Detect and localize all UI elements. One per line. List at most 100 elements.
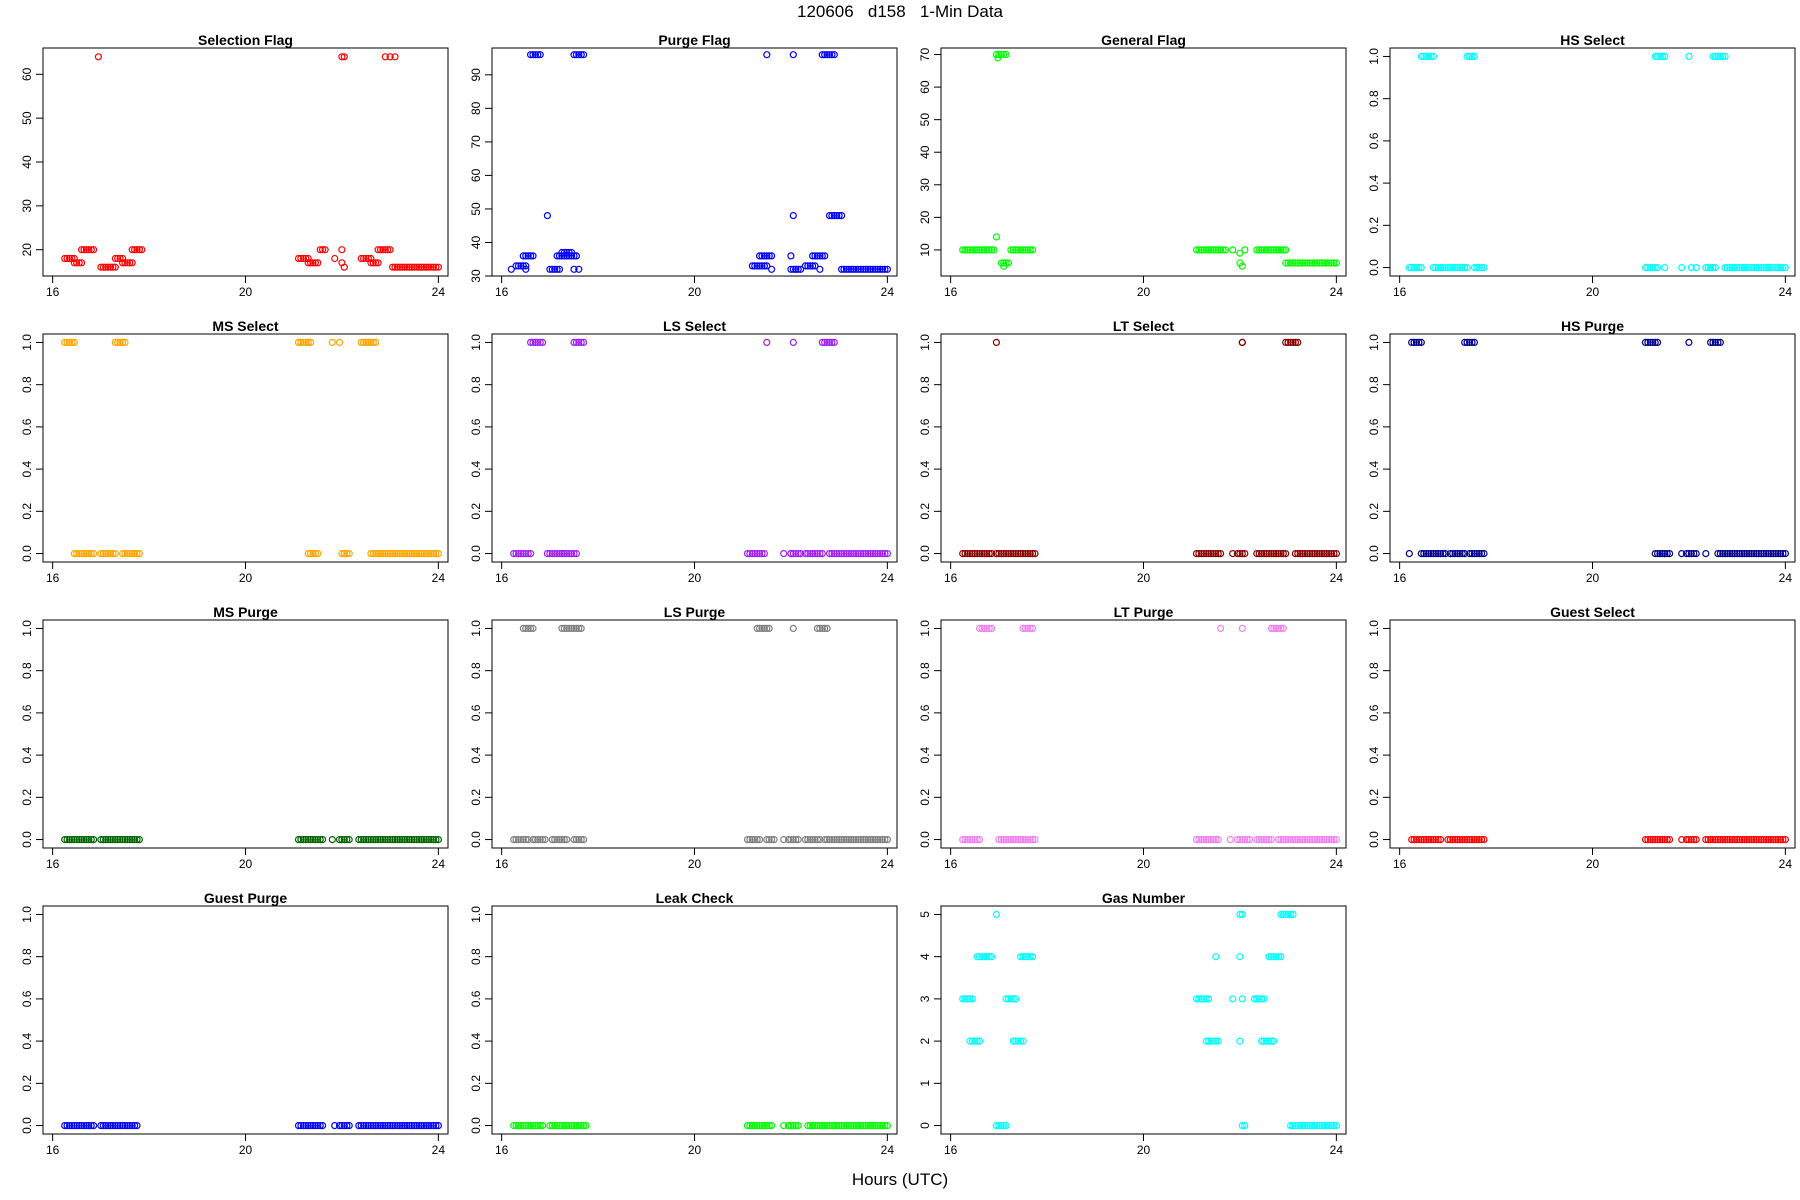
- data-point: [975, 549, 984, 558]
- data-point: [405, 835, 413, 844]
- data-point: [1714, 835, 1722, 844]
- data-point: [1012, 995, 1020, 1003]
- plot-frame: [1389, 619, 1796, 849]
- data-point: [857, 1121, 865, 1130]
- data-point: [1656, 549, 1664, 558]
- data-point: [1301, 549, 1309, 558]
- data-point: [1323, 835, 1331, 844]
- data-point: [1762, 264, 1770, 272]
- data-point: [302, 835, 310, 844]
- data-point: [553, 1121, 561, 1130]
- y-tick-label: 0.0: [20, 1117, 34, 1134]
- data-point: [811, 549, 819, 558]
- data-point: [792, 265, 800, 273]
- data-point: [85, 1121, 93, 1130]
- data-point: [99, 549, 107, 558]
- data-point: [391, 549, 399, 558]
- y-tick-label: 0.8: [469, 662, 483, 679]
- data-point: [510, 549, 518, 558]
- panel-title: Gas Number: [1102, 890, 1186, 906]
- data-point: [1762, 549, 1770, 558]
- data-point: [1434, 835, 1442, 844]
- data-point: [413, 263, 421, 271]
- data-point: [1747, 549, 1756, 558]
- data-point: [331, 1121, 339, 1130]
- data-point: [82, 549, 91, 558]
- data-point: [1735, 835, 1744, 844]
- data-point: [1241, 835, 1249, 844]
- data-point: [1260, 1037, 1268, 1045]
- data-point: [1453, 835, 1462, 844]
- data-point: [1682, 549, 1691, 558]
- data-point: [871, 549, 879, 558]
- data-point: [335, 338, 344, 346]
- data-point: [1649, 338, 1657, 346]
- y-tick-label: 0.0: [469, 1117, 483, 1134]
- data-point: [121, 338, 129, 346]
- data-point: [1653, 264, 1662, 272]
- data-point: [531, 835, 540, 844]
- data-point: [840, 1121, 848, 1130]
- data-point: [1449, 264, 1457, 272]
- data-point: [743, 835, 752, 844]
- data-point: [1262, 549, 1271, 558]
- data-point: [420, 263, 428, 271]
- data-point: [833, 549, 841, 558]
- data-point: [1289, 1121, 1297, 1130]
- data-point: [959, 549, 967, 558]
- data-point: [572, 252, 581, 260]
- data-point: [1262, 1037, 1271, 1045]
- x-tick-label: 20: [239, 571, 253, 585]
- data-point: [297, 1121, 305, 1130]
- data-point: [364, 338, 372, 346]
- data-point: [987, 549, 996, 558]
- data-point: [526, 624, 535, 633]
- data-point: [1410, 338, 1418, 346]
- y-tick-label: 0.4: [469, 1032, 483, 1049]
- data-point: [422, 263, 430, 271]
- data-point: [787, 1121, 795, 1130]
- data-point: [538, 1121, 547, 1130]
- data-point: [1212, 835, 1220, 844]
- data-point: [808, 262, 817, 270]
- data-point: [360, 254, 368, 263]
- data-point: [1323, 1121, 1331, 1130]
- data-point: [340, 263, 348, 271]
- data-point: [579, 835, 588, 844]
- data-point: [818, 1121, 826, 1130]
- data-point: [1016, 549, 1025, 558]
- data-point: [971, 549, 979, 558]
- data-point: [369, 1121, 377, 1130]
- data-point: [980, 549, 989, 558]
- data-point: [983, 624, 991, 633]
- data-point: [126, 259, 134, 267]
- data-point: [876, 549, 884, 558]
- data-point: [959, 835, 967, 844]
- data-point: [338, 549, 346, 558]
- data-point: [118, 1121, 127, 1130]
- data-point: [1408, 264, 1416, 272]
- data-point: [760, 262, 769, 270]
- y-tick-label: 1.0: [918, 334, 932, 351]
- data-point: [1427, 52, 1435, 61]
- data-point: [963, 549, 972, 558]
- data-point: [978, 953, 986, 961]
- data-point: [87, 835, 95, 844]
- data-point: [384, 1121, 392, 1130]
- data-point: [94, 53, 103, 61]
- data-point: [572, 51, 581, 59]
- data-point: [410, 1121, 418, 1130]
- plot-frame: [491, 619, 898, 849]
- data-point: [1726, 835, 1734, 844]
- data-point: [1306, 549, 1314, 558]
- data-point: [1781, 549, 1790, 558]
- data-point: [1192, 995, 1201, 1003]
- data-point: [1294, 549, 1302, 558]
- data-point: [1026, 953, 1034, 961]
- data-point: [410, 835, 418, 844]
- data-point: [1767, 264, 1775, 272]
- data-point: [746, 1121, 754, 1130]
- x-tick-label: 20: [239, 285, 253, 299]
- data-point: [331, 254, 339, 263]
